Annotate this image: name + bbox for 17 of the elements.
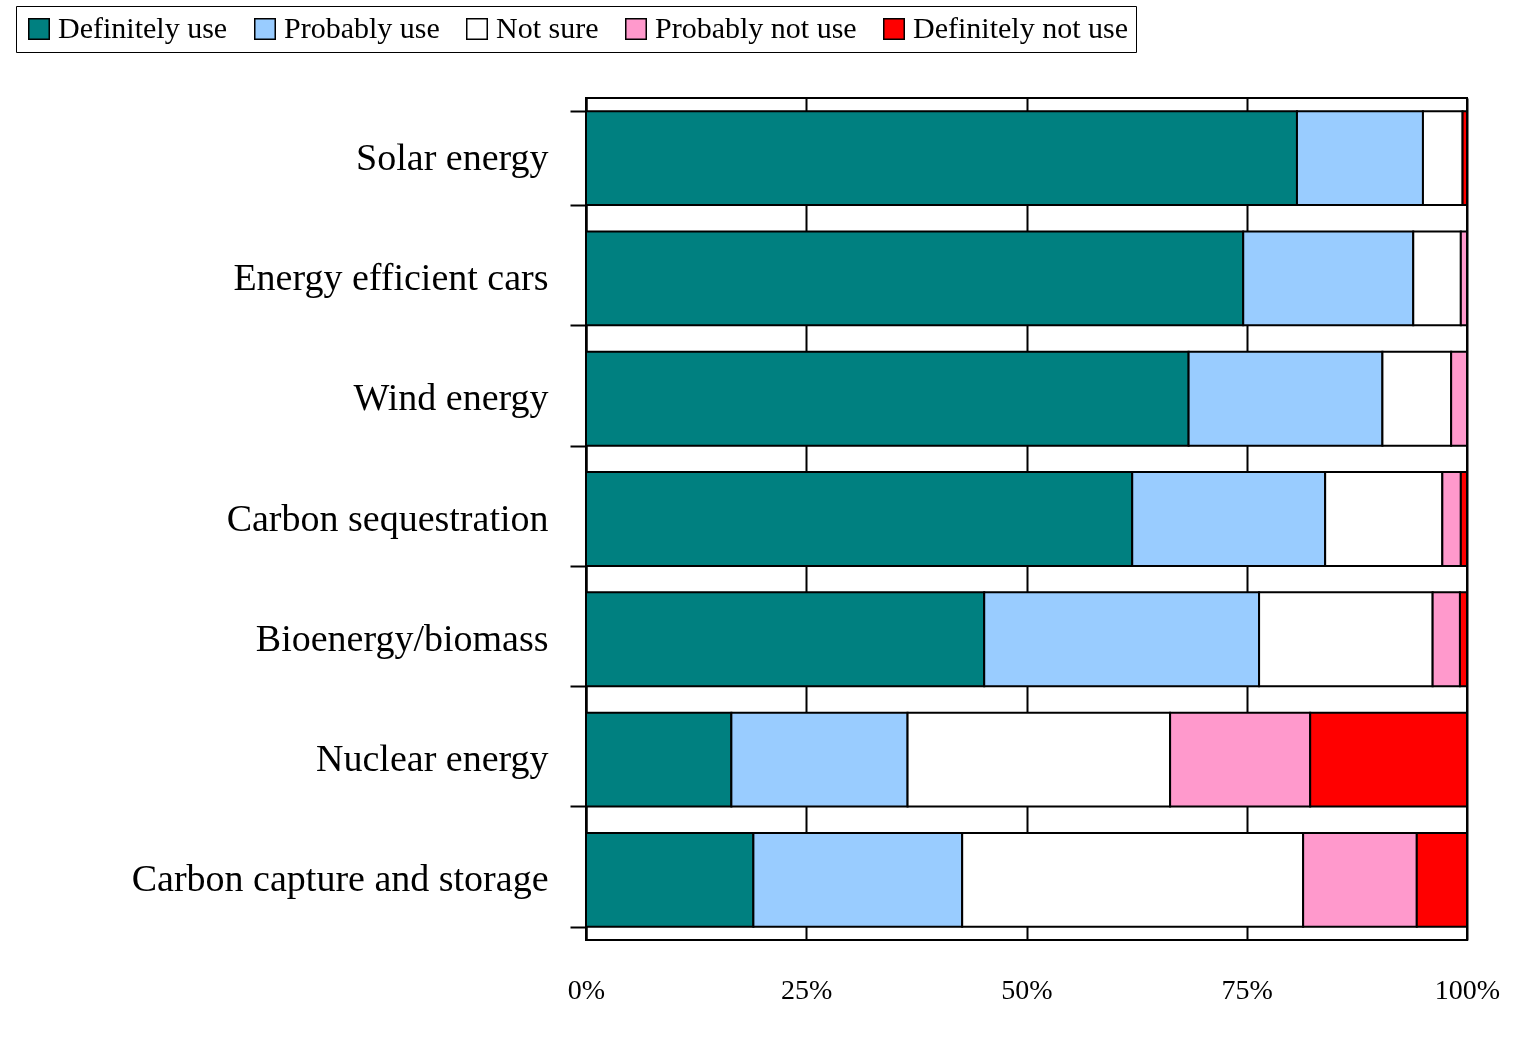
x-tick-label: 100% <box>1434 973 1501 1005</box>
y-tick-label: Carbon capture and storage <box>131 857 549 900</box>
y-tick-label: Solar energy <box>356 135 549 178</box>
y-tick-label: Bioenergy/biomass <box>255 616 549 659</box>
y-tick-label: Nuclear energy <box>316 737 549 780</box>
x-tick-label: 50% <box>1001 973 1053 1005</box>
legend-label: Probably use <box>284 11 440 44</box>
y-tick-label: Wind energy <box>353 376 549 419</box>
legend-label: Probably not use <box>655 11 857 44</box>
legend-label: Definitely not use <box>913 11 1128 44</box>
legend-label: Not sure <box>496 11 599 44</box>
x-tick-label: 25% <box>781 973 833 1005</box>
y-tick-label: Carbon sequestration <box>226 496 549 539</box>
x-tick-label: 75% <box>1221 973 1273 1005</box>
x-tick-label: 0% <box>567 973 606 1005</box>
y-tick-label: Energy efficient cars <box>233 255 549 298</box>
legend-label: Definitely use <box>58 11 228 44</box>
